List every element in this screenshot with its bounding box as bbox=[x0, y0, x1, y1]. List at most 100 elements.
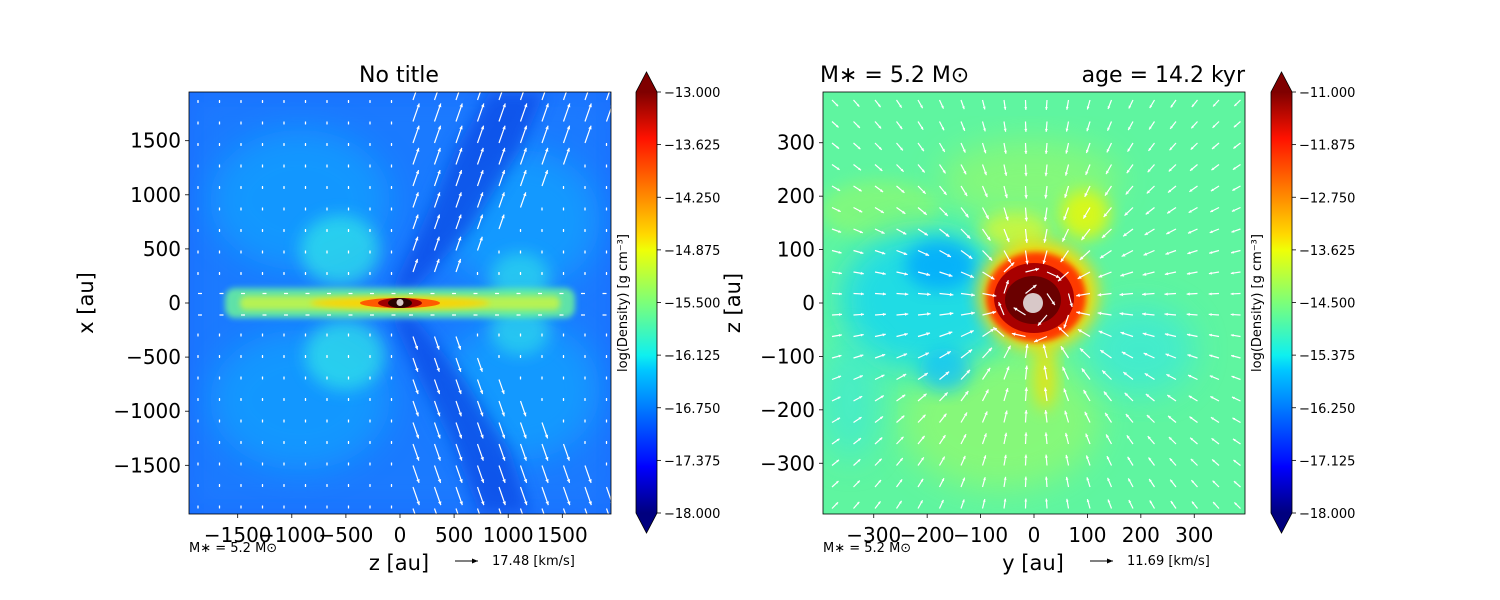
left-velocity-arrow-head bbox=[369, 419, 371, 422]
right-colorbar-label: log(Density) [g cm⁻³] bbox=[1250, 234, 1265, 372]
left-velocity-arrow-head bbox=[436, 236, 440, 241]
left-velocity-arrow-head bbox=[502, 103, 506, 108]
right-velocity-arrow-head bbox=[962, 477, 965, 481]
right-velocity-arrow-head bbox=[941, 478, 944, 482]
right-velocity-arrow-head bbox=[988, 347, 992, 352]
right-velocity-arrow-head bbox=[1123, 372, 1128, 376]
right-y-tick-label: 300 bbox=[777, 131, 815, 155]
left-velocity-arrow-head bbox=[602, 292, 605, 295]
right-velocity-arrow-head bbox=[1188, 375, 1192, 378]
right-x-tick-label: 300 bbox=[1175, 523, 1213, 547]
left-velocity-arrow-head bbox=[261, 333, 264, 336]
left-velocity-arrow-head bbox=[502, 125, 506, 130]
left-velocity-arrow-head bbox=[369, 484, 371, 486]
right-velocity-arrow-head bbox=[1165, 353, 1170, 357]
right-velocity-arrow-head bbox=[881, 374, 885, 378]
right-velocity-arrow-head bbox=[1230, 292, 1234, 296]
right-velocity-arrow-head bbox=[1148, 147, 1152, 151]
left-velocity-arrow-head bbox=[498, 273, 500, 275]
right-velocity-arrow-head bbox=[1145, 394, 1150, 398]
right-velocity-arrow-head bbox=[1106, 456, 1110, 460]
right-velocity-arrow-head bbox=[1045, 107, 1048, 110]
right-velocity-arrow-head bbox=[881, 354, 886, 357]
right-x-axis-label: y [au] bbox=[1002, 551, 1064, 575]
left-velocity-arrow-head bbox=[480, 456, 484, 461]
right-velocity-arrow-head bbox=[857, 480, 860, 484]
left-velocity-arrow-head bbox=[545, 125, 549, 130]
left-velocity-arrow-head bbox=[524, 81, 527, 85]
right-velocity-arrow-head bbox=[993, 327, 998, 331]
left-velocity-arrow-head bbox=[197, 441, 199, 443]
right-velocity-arrow-head bbox=[836, 146, 840, 149]
right-velocity-arrow-head bbox=[944, 212, 948, 217]
right-velocity-arrow-head bbox=[983, 477, 986, 481]
left-velocity-arrow-head bbox=[326, 441, 328, 443]
left-velocity-arrow-head bbox=[390, 419, 393, 422]
right-velocity-arrow-head bbox=[1233, 459, 1237, 463]
left-velocity-arrow-head bbox=[369, 398, 371, 400]
left-velocity-arrow-head bbox=[283, 333, 285, 336]
left-velocity-arrow bbox=[605, 92, 610, 101]
right-velocity-arrow-head bbox=[1055, 274, 1060, 278]
right-velocity-arrow-head bbox=[1210, 188, 1214, 192]
left-velocity-arrow-head bbox=[304, 376, 307, 379]
left-x-axis-label: z [au] bbox=[369, 551, 429, 575]
left-velocity-arrow-head bbox=[436, 345, 440, 350]
left-velocity-arrow-head bbox=[436, 214, 441, 219]
right-velocity-arrow-head bbox=[1076, 311, 1081, 315]
right-velocity-arrow-head bbox=[838, 354, 842, 358]
right-velocity-arrow-head bbox=[966, 369, 971, 374]
right-velocity-arrow-head bbox=[1044, 432, 1048, 436]
right-velocity-arrow-head bbox=[1045, 498, 1048, 502]
left-velocity-arrow-head bbox=[283, 251, 285, 254]
right-velocity-arrow-head bbox=[1099, 254, 1104, 259]
left-velocity-arrow-head bbox=[541, 355, 543, 357]
left-velocity-arrow-head bbox=[283, 273, 285, 275]
left-velocity-arrow bbox=[605, 508, 610, 514]
left-velocity-arrow bbox=[541, 508, 545, 514]
right-colorbar-tick-label: −14.500 bbox=[1299, 297, 1355, 312]
left-velocity-arrow-head bbox=[304, 273, 307, 275]
right-velocity-arrow-head bbox=[1007, 345, 1011, 350]
left-velocity-arrows bbox=[197, 81, 611, 514]
left-velocity-arrow-head bbox=[240, 376, 242, 379]
right-velocity-arrow-head bbox=[1107, 105, 1111, 110]
left-velocity-arrow-head bbox=[459, 147, 463, 152]
right-velocity-arrow-head bbox=[984, 411, 988, 416]
left-velocity-arrow-head bbox=[240, 419, 242, 422]
left-velocity-arrow-head bbox=[218, 208, 221, 211]
left-velocity-arrow-head bbox=[390, 462, 393, 465]
right-velocity-arrow-head bbox=[1232, 167, 1236, 170]
left-velocity-arrow-head bbox=[415, 390, 419, 395]
left-velocity-arrow-head bbox=[240, 230, 242, 232]
right-velocity-arrow-head bbox=[926, 312, 931, 316]
left-velocity-arrow-head bbox=[283, 376, 285, 379]
left-velocity-arrow-head bbox=[458, 390, 462, 395]
right-velocity-arrow-head bbox=[1062, 237, 1066, 242]
right-velocity-arrow-head bbox=[1011, 332, 1016, 336]
right-velocity-arrow-head bbox=[1004, 172, 1008, 176]
right-velocity-arrow-head bbox=[1043, 365, 1047, 370]
left-y-ticks: −1500 −1000 −500 0 500 1000 1500 bbox=[113, 129, 189, 477]
left-velocity-arrow-head bbox=[479, 390, 484, 395]
left-velocity-arrow-head bbox=[304, 398, 307, 400]
right-velocity-arrow-head bbox=[1024, 387, 1029, 391]
right-velocity-arrow-head bbox=[879, 168, 883, 171]
left-velocity-arrow-head bbox=[283, 144, 285, 146]
left-velocity-arrow-head bbox=[562, 230, 565, 232]
right-velocity-arrow-head bbox=[900, 147, 903, 151]
left-velocity-arrow-head bbox=[326, 355, 328, 357]
right-velocity-arrow-head bbox=[1105, 412, 1109, 417]
right-velocity-arrow-head bbox=[1084, 193, 1088, 197]
left-velocity-arrow-head bbox=[218, 101, 221, 103]
left-velocity-arrow-head bbox=[459, 456, 463, 461]
left-velocity-arrow-head bbox=[541, 376, 543, 379]
right-velocity-arrow-head bbox=[1186, 271, 1191, 275]
left-velocity-arrow-head bbox=[519, 251, 522, 254]
left-velocity-arrow-head bbox=[460, 81, 463, 85]
right-velocity-arrow-head bbox=[921, 457, 924, 461]
right-velocity-arrow-head bbox=[1003, 454, 1007, 459]
right-velocity-arrow-head bbox=[838, 230, 842, 233]
left-velocity-arrow-head bbox=[347, 144, 350, 146]
left-velocity-arrow-head bbox=[437, 479, 442, 483]
